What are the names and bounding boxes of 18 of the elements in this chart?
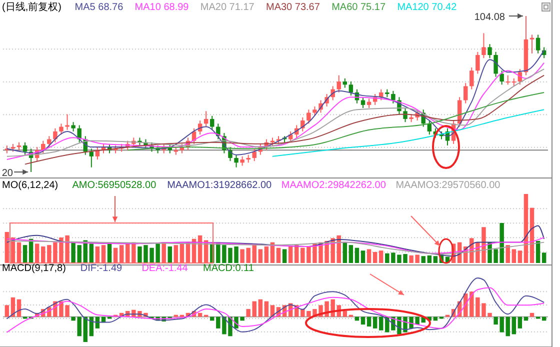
text: DIF:-1.49 bbox=[80, 263, 123, 274]
text: MAAMO2:29842262.00 bbox=[281, 180, 386, 191]
annotation: 104.08 bbox=[474, 12, 506, 23]
annotation: 20 bbox=[2, 168, 14, 179]
chart-title: MACD(9,17,8) bbox=[2, 263, 66, 274]
text: MA30 73.67 bbox=[266, 2, 320, 13]
text: MA5 68.76 bbox=[74, 2, 124, 13]
text: MA60 75.17 bbox=[332, 2, 386, 13]
text: MAAMO3:29570560.00 bbox=[396, 180, 501, 191]
text: DEA:-1.44 bbox=[142, 263, 188, 274]
chart-title: (日线,前复权) bbox=[2, 1, 62, 13]
text: MA20 71.17 bbox=[200, 2, 255, 13]
text: MAAMO1:31928662.00 bbox=[167, 180, 272, 191]
chart-title: MO(6,12,24) bbox=[2, 180, 58, 191]
text: MA10 68.99 bbox=[134, 2, 190, 13]
text: AMO:56950528.00 bbox=[72, 180, 157, 191]
text: MACD:0.11 bbox=[203, 263, 254, 274]
text: MA120 70.42 bbox=[397, 2, 458, 13]
